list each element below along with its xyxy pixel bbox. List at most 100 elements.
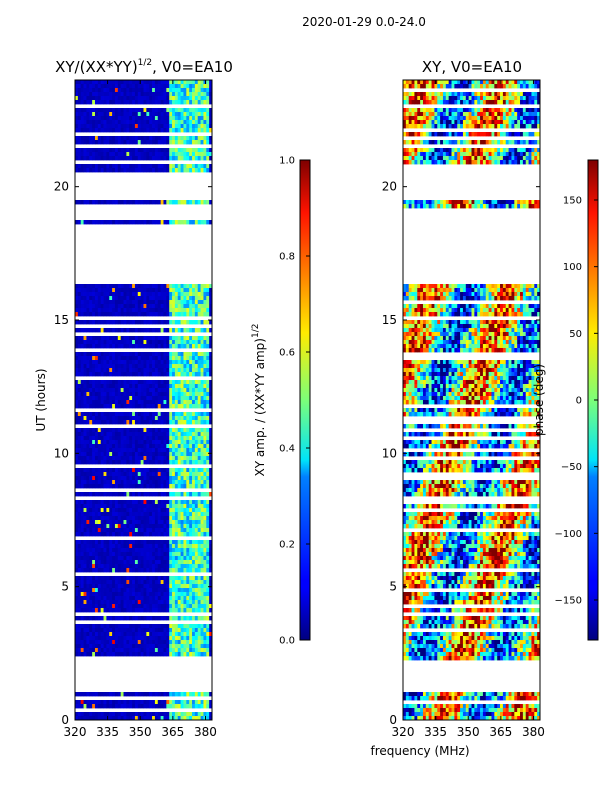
heatmap-cell (100, 80, 104, 85)
heatmap-cell (177, 644, 181, 649)
heatmap-cell (103, 576, 107, 581)
heatmap-cell (134, 300, 139, 305)
heatmap-cell (157, 528, 162, 533)
heatmap-cell (146, 472, 150, 477)
heatmap-cell (137, 492, 142, 497)
heatmap-cell (137, 168, 142, 173)
heatmap-cell (134, 108, 139, 113)
heatmap-cell (140, 632, 144, 637)
heatmap-cell (186, 372, 190, 377)
heatmap-cell (140, 640, 144, 645)
heatmap-cell (192, 580, 196, 585)
heatmap-cell (183, 556, 187, 561)
heatmap-cell (86, 356, 90, 361)
heatmap-cell (180, 440, 184, 445)
heatmap-cell (189, 588, 193, 593)
heatmap-cell (114, 560, 119, 565)
heatmap-cell (149, 568, 153, 573)
heatmap-cell (80, 152, 84, 157)
heatmap-cell (180, 616, 184, 621)
heatmap-cell (200, 468, 204, 473)
heatmap-cell (83, 644, 87, 649)
heatmap-cell (126, 112, 130, 117)
heatmap-cell (134, 304, 139, 309)
heatmap-cell (157, 120, 162, 125)
heatmap-cell (140, 136, 144, 141)
heatmap-cell (206, 136, 210, 141)
heatmap-cell (109, 456, 113, 461)
heatmap-cell (169, 500, 173, 505)
heatmap-cell (189, 444, 193, 449)
heatmap-cell (174, 516, 179, 521)
heatmap-cell (137, 120, 142, 125)
heatmap-cell (126, 124, 130, 129)
heatmap-cell (75, 380, 79, 385)
heatmap-cell (183, 528, 187, 533)
heatmap-cell (200, 460, 204, 465)
heatmap-cell (109, 156, 113, 161)
heatmap-cell (94, 468, 99, 473)
heatmap-cell (94, 476, 99, 481)
heatmap-cell (160, 480, 164, 485)
heatmap-cell (77, 120, 82, 125)
heatmap-cell (126, 456, 130, 461)
heatmap-cell (117, 444, 122, 449)
heatmap-cell (120, 580, 124, 585)
heatmap-cell (146, 524, 150, 529)
heatmap-cell (114, 140, 119, 145)
heatmap-cell (189, 472, 193, 477)
heatmap-cell (157, 148, 162, 153)
heatmap-cell (80, 632, 84, 637)
heatmap-cell (89, 156, 93, 161)
heatmap-cell (174, 456, 179, 461)
heatmap-cell (97, 448, 102, 453)
heatmap-cell (154, 140, 159, 145)
heatmap-cell (94, 80, 99, 85)
heatmap-cell (114, 308, 119, 313)
heatmap-cell (163, 388, 167, 393)
heatmap-cell (194, 396, 199, 401)
heatmap-cell (197, 544, 201, 549)
heatmap-cell (112, 440, 116, 445)
heatmap-cell (149, 640, 153, 645)
heatmap-cell (83, 428, 87, 433)
heatmap-cell (103, 504, 107, 509)
heatmap-cell (126, 636, 130, 641)
heatmap-cell (166, 140, 170, 145)
heatmap-cell (75, 428, 79, 433)
heatmap-cell (192, 304, 196, 309)
heatmap-cell (140, 372, 144, 377)
heatmap-cell (166, 580, 170, 585)
heatmap-cell (80, 504, 84, 509)
heatmap-cell (94, 112, 99, 117)
heatmap-cell (89, 392, 93, 397)
heatmap-cell (77, 640, 82, 645)
heatmap-cell (206, 456, 210, 461)
heatmap-cell (94, 368, 99, 373)
heatmap-cell (140, 140, 144, 145)
heatmap-cell (154, 328, 159, 333)
heatmap-cell (192, 368, 196, 373)
heatmap-cell (103, 308, 107, 313)
heatmap-cell (106, 564, 110, 569)
heatmap-cell (83, 88, 87, 93)
heatmap-cell (97, 404, 102, 409)
heatmap-cell (114, 360, 119, 365)
heatmap-cell (146, 404, 150, 409)
heatmap-cell (169, 352, 173, 357)
heatmap-cell (75, 84, 79, 89)
heatmap-cell (166, 284, 170, 289)
heatmap-cell (180, 168, 184, 173)
heatmap-cell (140, 340, 144, 345)
heatmap-cell (117, 624, 122, 629)
heatmap-cell (86, 608, 90, 613)
heatmap-cell (189, 124, 193, 129)
heatmap-cell (160, 444, 164, 449)
heatmap-cell (117, 648, 122, 653)
heatmap-cell (152, 500, 156, 505)
heatmap-cell (160, 548, 164, 553)
heatmap-cell (75, 452, 79, 457)
heatmap-cell (89, 384, 93, 389)
heatmap-cell (75, 112, 79, 117)
heatmap-cell (189, 168, 193, 173)
